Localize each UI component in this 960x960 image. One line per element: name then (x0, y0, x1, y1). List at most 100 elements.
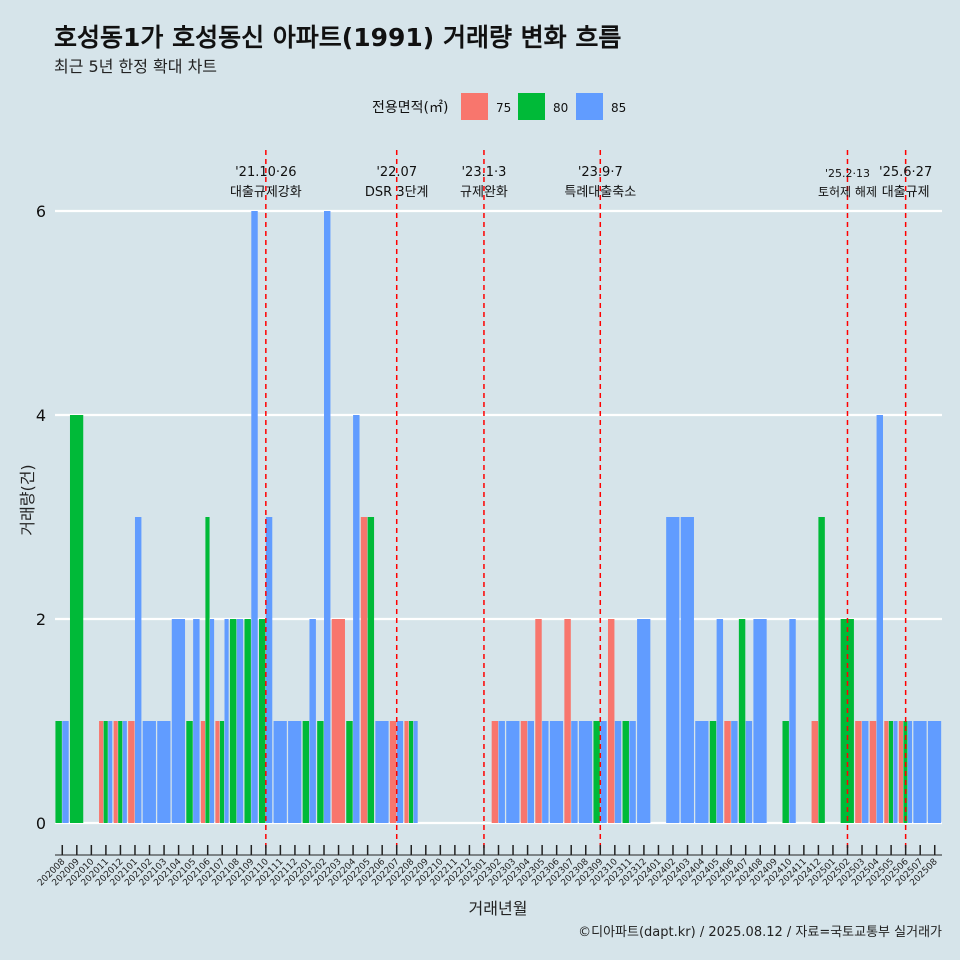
legend-label-75: 75 (496, 101, 511, 115)
event-label: 대출규제강화 (230, 185, 302, 200)
bar-85-202304 (527, 721, 535, 823)
bar-75-202101 (128, 721, 135, 823)
chart-subtitle: 최근 5년 한정 확대 차트 (54, 57, 218, 76)
y-tick-label: 6 (36, 202, 46, 221)
legend-swatch-80 (518, 93, 545, 120)
bar-85-202011 (108, 721, 113, 823)
event-label: DSR 3단계 (365, 185, 429, 200)
bar-85-202310 (614, 721, 622, 823)
event-date: '23.9·7 (578, 165, 623, 180)
y-tick-label: 2 (36, 610, 46, 629)
bar-85-202206 (375, 721, 389, 823)
event-date: '25.2·13 (825, 167, 870, 180)
legend-label-85: 85 (611, 101, 626, 115)
bar-75-202504 (869, 721, 877, 823)
bar-80-202201 (302, 721, 310, 823)
bar-80-202405 (709, 721, 717, 823)
bar-75-202310 (607, 619, 615, 823)
bar-80-202008 (55, 721, 62, 823)
event-date: '25.6·27 (879, 165, 932, 180)
bar-85-202311 (629, 721, 636, 823)
bar-85-202112 (288, 721, 302, 823)
bar-75-202505 (884, 721, 889, 823)
bar-85-202102 (142, 721, 156, 823)
bar-85-202404 (695, 721, 709, 823)
bar-85-202101 (134, 517, 142, 823)
bar-85-202308 (578, 721, 593, 823)
bar-85-202407 (745, 721, 753, 823)
legend-title: 전용면적(㎡) (372, 100, 448, 116)
bar-75-202412 (811, 721, 819, 823)
bar-85-202408 (753, 619, 767, 823)
legend-swatch-85 (576, 93, 603, 120)
bar-85-202504 (876, 415, 883, 823)
x-axis-label: 거래년월 (469, 899, 528, 918)
bar-75-202203 (331, 619, 345, 823)
y-axis-label: 거래량(건) (18, 464, 37, 535)
bar-85-202303 (506, 721, 520, 823)
bar-80-202412 (818, 517, 825, 823)
bar-75-202302 (491, 721, 499, 823)
bar-85-202505 (893, 721, 898, 823)
bar-85-202008 (62, 721, 69, 823)
bar-85-202105 (193, 619, 200, 823)
legend-swatch-75 (461, 93, 488, 120)
y-tick-label: 0 (36, 814, 46, 833)
event-date: '23.1·3 (461, 165, 506, 180)
bar-85-202410 (789, 619, 796, 823)
bar-85-202306 (549, 721, 564, 823)
legend-label-80: 80 (553, 101, 568, 115)
bar-80-202009 (69, 415, 84, 823)
bar-85-202406 (731, 721, 738, 823)
bar-85-202111 (273, 721, 287, 823)
bar-85-202207 (396, 721, 404, 823)
bar-85-202103 (157, 721, 171, 823)
source-caption: ©디아파트(dapt.kr) / 2025.08.12 / 자료=국토교통부 실… (578, 925, 942, 940)
bar-80-202105 (186, 721, 193, 823)
bars (55, 211, 942, 823)
bar-80-202108 (229, 619, 237, 823)
bar-80-202208 (408, 721, 414, 823)
bar-75-202106 (200, 721, 206, 823)
bar-85-202507 (913, 721, 927, 823)
bar-85-202307 (571, 721, 578, 823)
bar-80-202410 (782, 721, 789, 823)
bar-75-202205 (360, 517, 368, 823)
bar-75-202305 (535, 619, 542, 823)
bar-85-202403 (680, 517, 694, 823)
bar-75-202207 (389, 721, 397, 823)
event-label: 토허제 해제 (818, 185, 877, 199)
bar-85-202302 (498, 721, 505, 823)
bar-75-202011 (99, 721, 104, 823)
bar-85-202405 (716, 619, 724, 823)
event-label: 대출규제 (882, 185, 930, 200)
bar-80-202309 (593, 721, 600, 823)
bar-85-202503 (862, 721, 869, 823)
legend: 전용면적(㎡) 75 80 85 (372, 93, 626, 120)
bar-85-202204 (353, 415, 360, 823)
bar-85-202108 (236, 619, 244, 823)
y-tick-label: 4 (36, 406, 46, 425)
axes: 0246202008202009202010202011202012202101… (36, 202, 942, 888)
bar-85-202106 (209, 619, 215, 823)
chart-title: 호성동1가 호성동신 아파트(1991) 거래량 변화 흐름 (54, 23, 622, 52)
bar-85-202104 (171, 619, 186, 823)
bar-80-202311 (622, 721, 629, 823)
event-label: 특례대출축소 (564, 185, 636, 200)
bar-80-202012 (118, 721, 123, 823)
bar-75-202307 (564, 619, 571, 823)
bar-85-202012 (122, 721, 127, 823)
bar-85-202309 (600, 721, 607, 823)
bar-85-202107 (224, 619, 229, 823)
bar-85-202110 (265, 517, 273, 823)
bar-85-202305 (542, 721, 549, 823)
event-date: '22.07 (376, 165, 417, 180)
bar-80-202205 (367, 517, 375, 823)
bar-85-202208 (413, 721, 418, 823)
bar-80-202106 (205, 517, 210, 823)
bar-85-202201 (309, 619, 316, 823)
bar-75-202012 (113, 721, 118, 823)
bar-85-202508 (927, 721, 942, 823)
bar-80-202505 (888, 721, 893, 823)
